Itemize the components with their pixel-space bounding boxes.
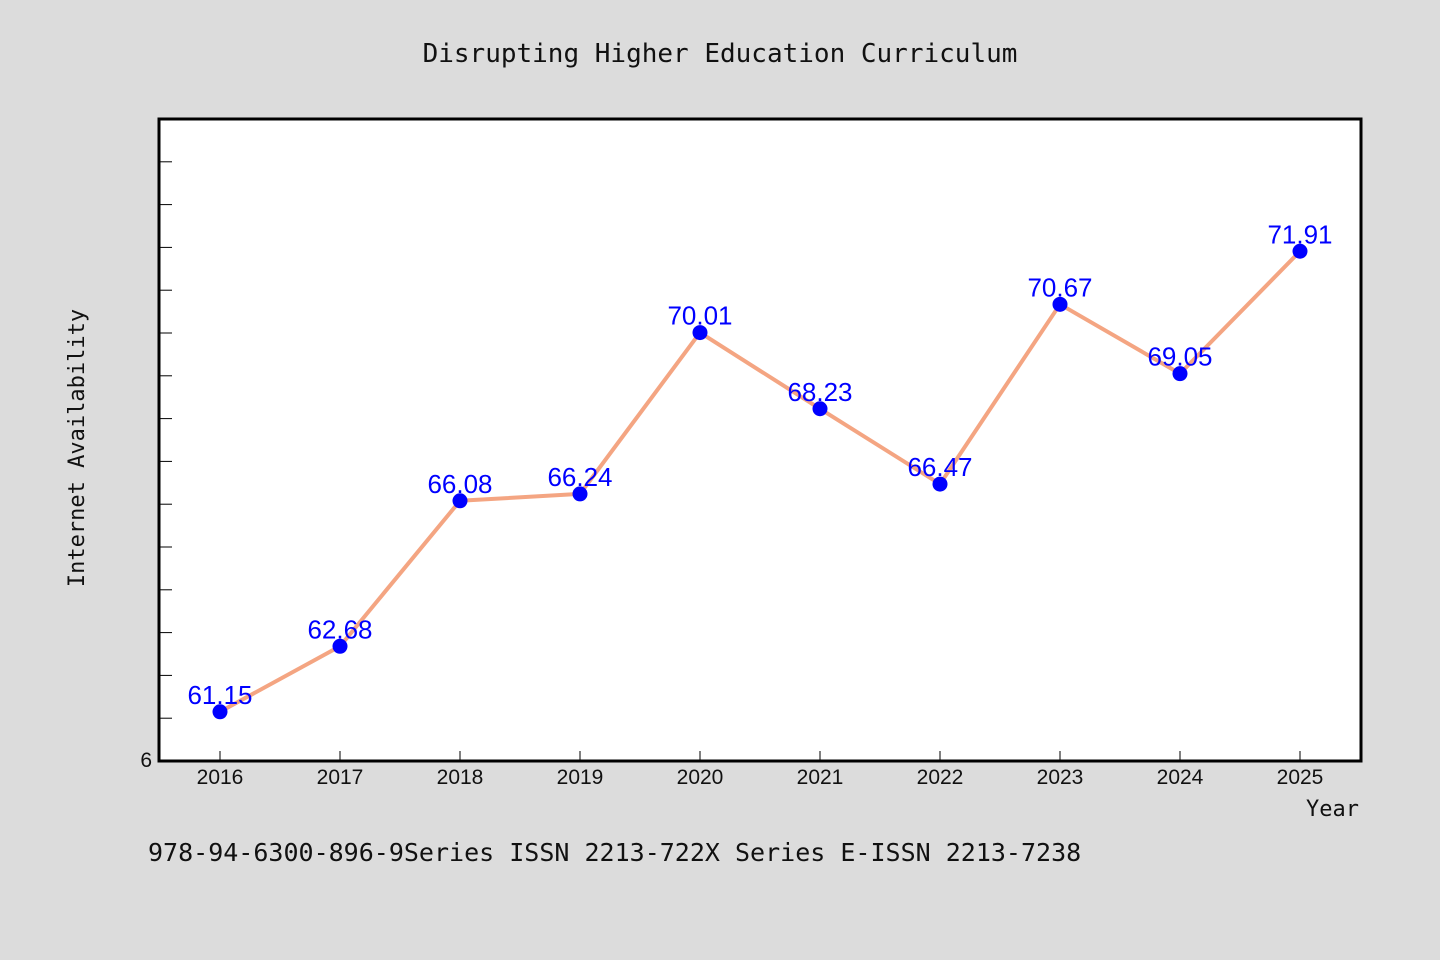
data-label: 69.05 [1147,342,1212,372]
x-tick-label: 2025 [1277,766,1324,789]
data-point [932,476,948,492]
x-tick-label: 2017 [317,766,364,789]
data-point [572,486,588,502]
data-point [692,325,708,341]
y-axis-ticks [158,161,172,719]
chart-title: Disrupting Higher Education Curriculum [423,39,1018,69]
x-axis-label: Year [1306,797,1359,822]
series-layer: 61.15 62.68 66.08 66.24 70.01 68.23 66.47 70.67… [187,219,1333,720]
data-point [1052,296,1068,312]
data-label: 66.08 [427,469,492,499]
data-point [332,638,348,654]
data-point [452,493,468,509]
x-tick-label: 2016 [197,766,244,789]
data-label: 68.23 [787,377,852,407]
data-point [212,704,228,720]
data-label: 66.24 [547,462,612,492]
data-label: 66.47 [907,452,972,482]
x-tick-label: 2024 [1157,766,1204,789]
x-tick-label: 2019 [557,766,604,789]
data-point [812,401,828,417]
data-label: 70.67 [1027,272,1092,302]
x-axis-ticks: 2016 2017 2018 2019 2020 2021 2022 2023 2024 2025 [197,751,1324,789]
data-point [1172,366,1188,382]
x-tick-label: 2020 [677,766,724,789]
data-point [1292,243,1308,259]
series-line [218,249,1302,714]
y-tick-label: 6 [140,749,152,772]
data-label: 71.91 [1267,219,1332,249]
x-tick-label: 2022 [917,766,964,789]
data-label: 61.15 [187,680,252,710]
x-tick-label: 2018 [437,766,484,789]
data-label: 70.01 [667,301,732,331]
data-label: 62.68 [307,614,372,644]
y-axis-label: Internet Availability [65,309,90,587]
plot-area [157,117,1363,763]
x-tick-label: 2021 [797,766,844,789]
x-tick-label: 2023 [1037,766,1084,789]
footer-isbn-text: 978-94-6300-896-9Series ISSN 2213-722X S… [148,838,1081,867]
